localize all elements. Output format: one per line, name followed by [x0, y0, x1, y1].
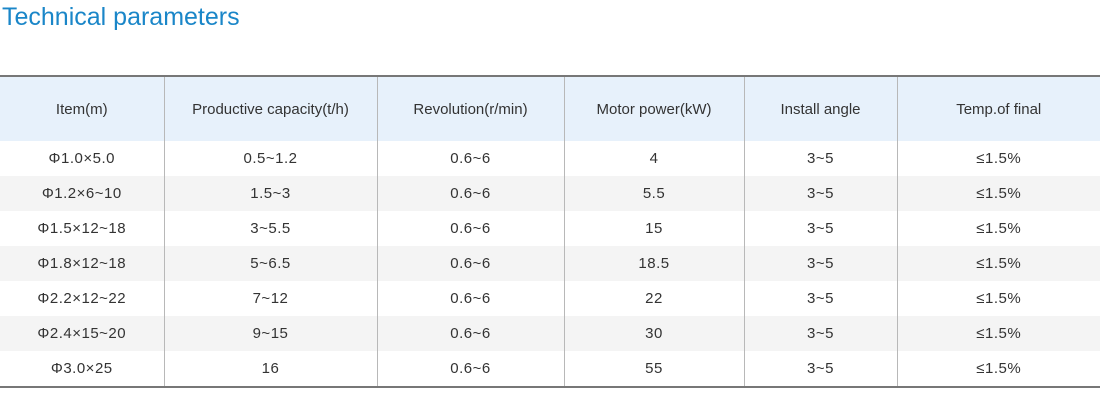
cell-revolution: 0.6~6	[376, 211, 564, 246]
cell-item: Φ1.8×12~18	[0, 246, 164, 281]
cell-install-angle: 3~5	[743, 176, 897, 211]
table-row: Φ1.8×12~18 5~6.5 0.6~6 18.5 3~5 ≤1.5%	[0, 246, 1100, 281]
cell-productive-capacity: 7~12	[163, 281, 377, 316]
table-row: Φ1.2×6~10 1.5~3 0.6~6 5.5 3~5 ≤1.5%	[0, 176, 1100, 211]
header-temp-of-final: Temp.of final	[896, 76, 1100, 141]
cell-motor-power: 5.5	[563, 176, 744, 211]
cell-motor-power: 15	[563, 211, 744, 246]
cell-item: Φ1.5×12~18	[0, 211, 164, 246]
header-row: Item(m) Productive capacity(t/h) Revolut…	[0, 76, 1100, 141]
cell-revolution: 0.6~6	[376, 176, 564, 211]
cell-temp-of-final: ≤1.5%	[896, 176, 1100, 211]
table-header: Item(m) Productive capacity(t/h) Revolut…	[0, 76, 1100, 141]
cell-productive-capacity: 0.5~1.2	[163, 141, 377, 176]
cell-install-angle: 3~5	[743, 246, 897, 281]
cell-productive-capacity: 16	[163, 351, 377, 387]
cell-productive-capacity: 9~15	[163, 316, 377, 351]
cell-install-angle: 3~5	[743, 211, 897, 246]
table-row: Φ2.2×12~22 7~12 0.6~6 22 3~5 ≤1.5%	[0, 281, 1100, 316]
cell-install-angle: 3~5	[743, 281, 897, 316]
cell-motor-power: 22	[563, 281, 744, 316]
header-item: Item(m)	[0, 76, 164, 141]
table-row: Φ1.0×5.0 0.5~1.2 0.6~6 4 3~5 ≤1.5%	[0, 141, 1100, 176]
cell-install-angle: 3~5	[743, 141, 897, 176]
cell-item: Φ2.2×12~22	[0, 281, 164, 316]
cell-revolution: 0.6~6	[376, 141, 564, 176]
cell-motor-power: 4	[563, 141, 744, 176]
cell-temp-of-final: ≤1.5%	[896, 316, 1100, 351]
header-productive-capacity: Productive capacity(t/h)	[163, 76, 377, 141]
header-revolution: Revolution(r/min)	[376, 76, 564, 141]
cell-temp-of-final: ≤1.5%	[896, 141, 1100, 176]
cell-install-angle: 3~5	[743, 351, 897, 387]
header-install-angle: Install angle	[743, 76, 897, 141]
cell-motor-power: 30	[563, 316, 744, 351]
cell-productive-capacity: 1.5~3	[163, 176, 377, 211]
table-body: Φ1.0×5.0 0.5~1.2 0.6~6 4 3~5 ≤1.5% Φ1.2×…	[0, 141, 1100, 387]
cell-temp-of-final: ≤1.5%	[896, 211, 1100, 246]
cell-temp-of-final: ≤1.5%	[896, 281, 1100, 316]
technical-parameters-table: Item(m) Productive capacity(t/h) Revolut…	[0, 75, 1100, 388]
cell-motor-power: 18.5	[563, 246, 744, 281]
cell-item: Φ3.0×25	[0, 351, 164, 387]
cell-revolution: 0.6~6	[376, 281, 564, 316]
table-row: Φ3.0×25 16 0.6~6 55 3~5 ≤1.5%	[0, 351, 1100, 387]
cell-productive-capacity: 3~5.5	[163, 211, 377, 246]
cell-item: Φ1.2×6~10	[0, 176, 164, 211]
cell-temp-of-final: ≤1.5%	[896, 246, 1100, 281]
cell-install-angle: 3~5	[743, 316, 897, 351]
cell-motor-power: 55	[563, 351, 744, 387]
cell-item: Φ2.4×15~20	[0, 316, 164, 351]
table-row: Φ1.5×12~18 3~5.5 0.6~6 15 3~5 ≤1.5%	[0, 211, 1100, 246]
cell-revolution: 0.6~6	[376, 316, 564, 351]
page-title: Technical parameters	[2, 3, 240, 31]
cell-revolution: 0.6~6	[376, 351, 564, 387]
cell-productive-capacity: 5~6.5	[163, 246, 377, 281]
cell-item: Φ1.0×5.0	[0, 141, 164, 176]
table-row: Φ2.4×15~20 9~15 0.6~6 30 3~5 ≤1.5%	[0, 316, 1100, 351]
cell-revolution: 0.6~6	[376, 246, 564, 281]
cell-temp-of-final: ≤1.5%	[896, 351, 1100, 387]
header-motor-power: Motor power(kW)	[563, 76, 744, 141]
